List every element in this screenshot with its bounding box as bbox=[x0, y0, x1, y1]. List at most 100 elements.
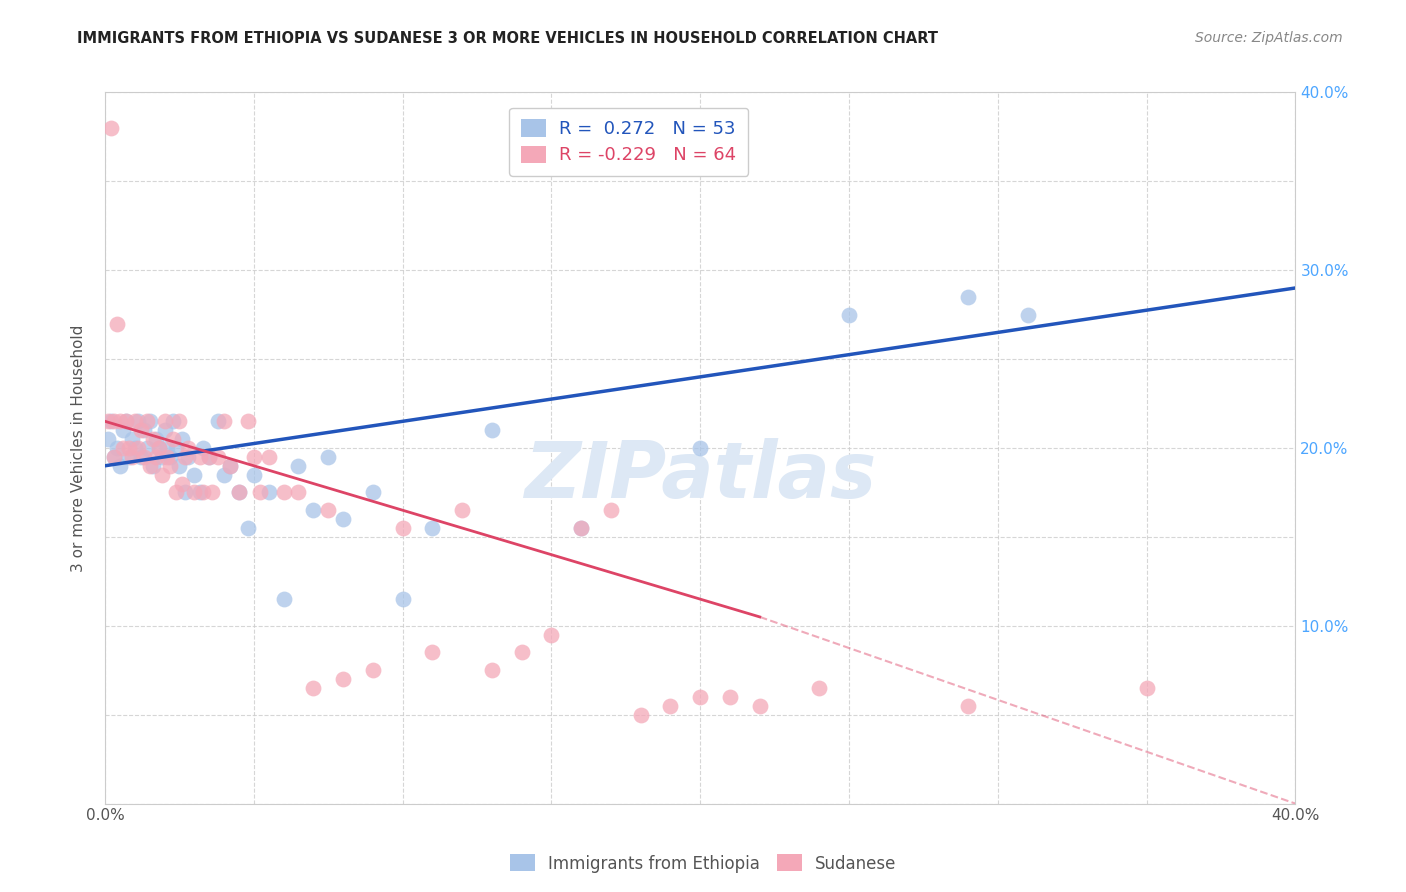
Point bbox=[121, 450, 143, 464]
Point bbox=[391, 592, 413, 607]
Text: Source: ZipAtlas.com: Source: ZipAtlas.com bbox=[1195, 31, 1343, 45]
Point bbox=[332, 512, 354, 526]
Point bbox=[135, 414, 157, 428]
Point bbox=[159, 450, 181, 464]
Point bbox=[212, 467, 235, 482]
Point bbox=[177, 450, 200, 464]
Point bbox=[174, 485, 197, 500]
Point bbox=[169, 458, 191, 473]
Point bbox=[219, 458, 242, 473]
Point bbox=[148, 441, 170, 455]
Point bbox=[718, 690, 741, 704]
Point bbox=[212, 414, 235, 428]
Point bbox=[142, 432, 165, 446]
Point bbox=[422, 521, 444, 535]
Point bbox=[193, 441, 215, 455]
Point bbox=[165, 485, 187, 500]
Point bbox=[132, 450, 155, 464]
Point bbox=[162, 414, 184, 428]
Point bbox=[138, 414, 160, 428]
Point bbox=[97, 414, 120, 428]
Point bbox=[302, 681, 325, 695]
Point bbox=[103, 414, 125, 428]
Point bbox=[150, 450, 173, 464]
Point bbox=[100, 120, 122, 135]
Point bbox=[114, 414, 136, 428]
Point bbox=[159, 458, 181, 473]
Point bbox=[111, 423, 134, 437]
Point bbox=[148, 441, 170, 455]
Point bbox=[361, 663, 384, 677]
Point bbox=[129, 423, 152, 437]
Point bbox=[228, 485, 250, 500]
Point bbox=[111, 441, 134, 455]
Point bbox=[689, 690, 711, 704]
Point bbox=[188, 450, 211, 464]
Point bbox=[138, 458, 160, 473]
Legend: R =  0.272   N = 53, R = -0.229   N = 64: R = 0.272 N = 53, R = -0.229 N = 64 bbox=[509, 108, 748, 176]
Point bbox=[183, 467, 205, 482]
Point bbox=[198, 450, 221, 464]
Point bbox=[569, 521, 592, 535]
Point bbox=[124, 414, 146, 428]
Point bbox=[129, 450, 152, 464]
Point bbox=[228, 485, 250, 500]
Point bbox=[630, 707, 652, 722]
Point bbox=[257, 485, 280, 500]
Point bbox=[127, 441, 149, 455]
Point bbox=[287, 485, 309, 500]
Point bbox=[316, 450, 339, 464]
Point bbox=[249, 485, 271, 500]
Point bbox=[105, 441, 128, 455]
Point bbox=[748, 698, 770, 713]
Point bbox=[188, 485, 211, 500]
Point bbox=[153, 423, 176, 437]
Point bbox=[193, 485, 215, 500]
Point bbox=[135, 441, 157, 455]
Point bbox=[957, 698, 980, 713]
Point bbox=[162, 432, 184, 446]
Point bbox=[243, 467, 266, 482]
Point bbox=[236, 414, 259, 428]
Point bbox=[302, 503, 325, 517]
Point bbox=[201, 485, 224, 500]
Point bbox=[838, 308, 860, 322]
Point bbox=[316, 503, 339, 517]
Point bbox=[422, 645, 444, 659]
Point bbox=[540, 628, 562, 642]
Point bbox=[103, 450, 125, 464]
Point bbox=[121, 432, 143, 446]
Point bbox=[257, 450, 280, 464]
Point bbox=[1136, 681, 1159, 695]
Text: ZIPatlas: ZIPatlas bbox=[524, 439, 876, 515]
Point bbox=[236, 521, 259, 535]
Point bbox=[273, 592, 295, 607]
Point bbox=[481, 423, 503, 437]
Point bbox=[145, 450, 167, 464]
Point bbox=[172, 432, 194, 446]
Legend: Immigrants from Ethiopia, Sudanese: Immigrants from Ethiopia, Sudanese bbox=[503, 847, 903, 880]
Point bbox=[108, 458, 131, 473]
Point bbox=[172, 476, 194, 491]
Y-axis label: 3 or more Vehicles in Household: 3 or more Vehicles in Household bbox=[72, 325, 86, 572]
Point bbox=[165, 441, 187, 455]
Point bbox=[689, 441, 711, 455]
Point bbox=[808, 681, 831, 695]
Point bbox=[177, 441, 200, 455]
Point bbox=[124, 441, 146, 455]
Point bbox=[100, 414, 122, 428]
Point bbox=[174, 450, 197, 464]
Point bbox=[332, 672, 354, 686]
Point bbox=[156, 450, 179, 464]
Point bbox=[108, 414, 131, 428]
Text: IMMIGRANTS FROM ETHIOPIA VS SUDANESE 3 OR MORE VEHICLES IN HOUSEHOLD CORRELATION: IMMIGRANTS FROM ETHIOPIA VS SUDANESE 3 O… bbox=[77, 31, 938, 46]
Point bbox=[1017, 308, 1039, 322]
Point bbox=[103, 450, 125, 464]
Point bbox=[105, 317, 128, 331]
Point bbox=[391, 521, 413, 535]
Point bbox=[243, 450, 266, 464]
Point bbox=[169, 414, 191, 428]
Point bbox=[957, 290, 980, 304]
Point bbox=[481, 663, 503, 677]
Point bbox=[118, 450, 141, 464]
